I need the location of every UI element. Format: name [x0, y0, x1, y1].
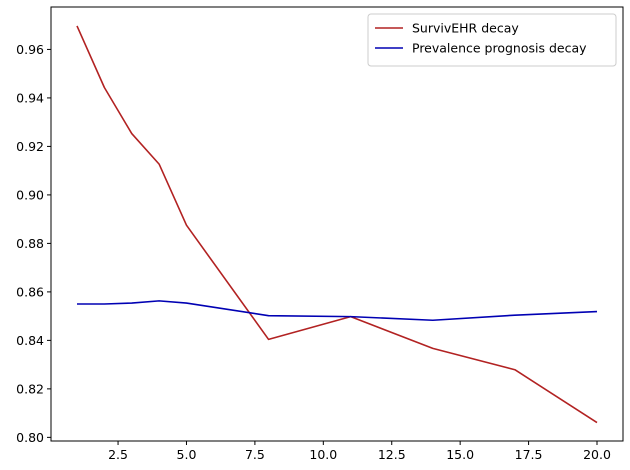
y-tick-label: 0.94	[16, 90, 44, 105]
x-tick-label: 15.0	[446, 447, 474, 462]
y-tick-label: 0.96	[16, 42, 44, 57]
y-tick-label: 0.88	[16, 236, 44, 251]
x-tick-label: 17.5	[515, 447, 543, 462]
y-axis: 0.80 0.82 0.84 0.86 0.88 0.90 0.92 0.94 0.96	[16, 42, 51, 445]
y-tick-label: 0.86	[16, 284, 44, 299]
series-line-1	[77, 300, 598, 322]
x-tick-label: 12.5	[378, 447, 406, 462]
y-tick-label: 0.82	[16, 381, 44, 396]
legend: SurvivEHR decay Prevalence prognosis deca…	[367, 13, 617, 67]
x-tick-label: 20.0	[583, 447, 611, 462]
x-tick-label: 2.5	[108, 447, 128, 462]
y-tick-label: 0.84	[16, 333, 44, 348]
x-tick-label: 10.0	[309, 447, 337, 462]
legend-box	[367, 13, 617, 67]
y-tick-label: 0.92	[16, 139, 44, 154]
series-layer	[76, 25, 598, 424]
legend-label-0: SurvivEHR decay	[412, 21, 519, 36]
y-tick-label: 0.90	[16, 187, 44, 202]
y-tick-label: 0.80	[16, 430, 44, 445]
x-tick-label: 5.0	[177, 447, 197, 462]
legend-label-1: Prevalence prognosis decay	[412, 41, 587, 56]
x-tick-label: 7.5	[245, 447, 265, 462]
series-line-0	[76, 25, 598, 424]
plot-frame	[50, 6, 624, 442]
x-axis: 2.5 5.0 7.5 10.0 12.5 15.0 17.5 20.0	[108, 441, 611, 462]
